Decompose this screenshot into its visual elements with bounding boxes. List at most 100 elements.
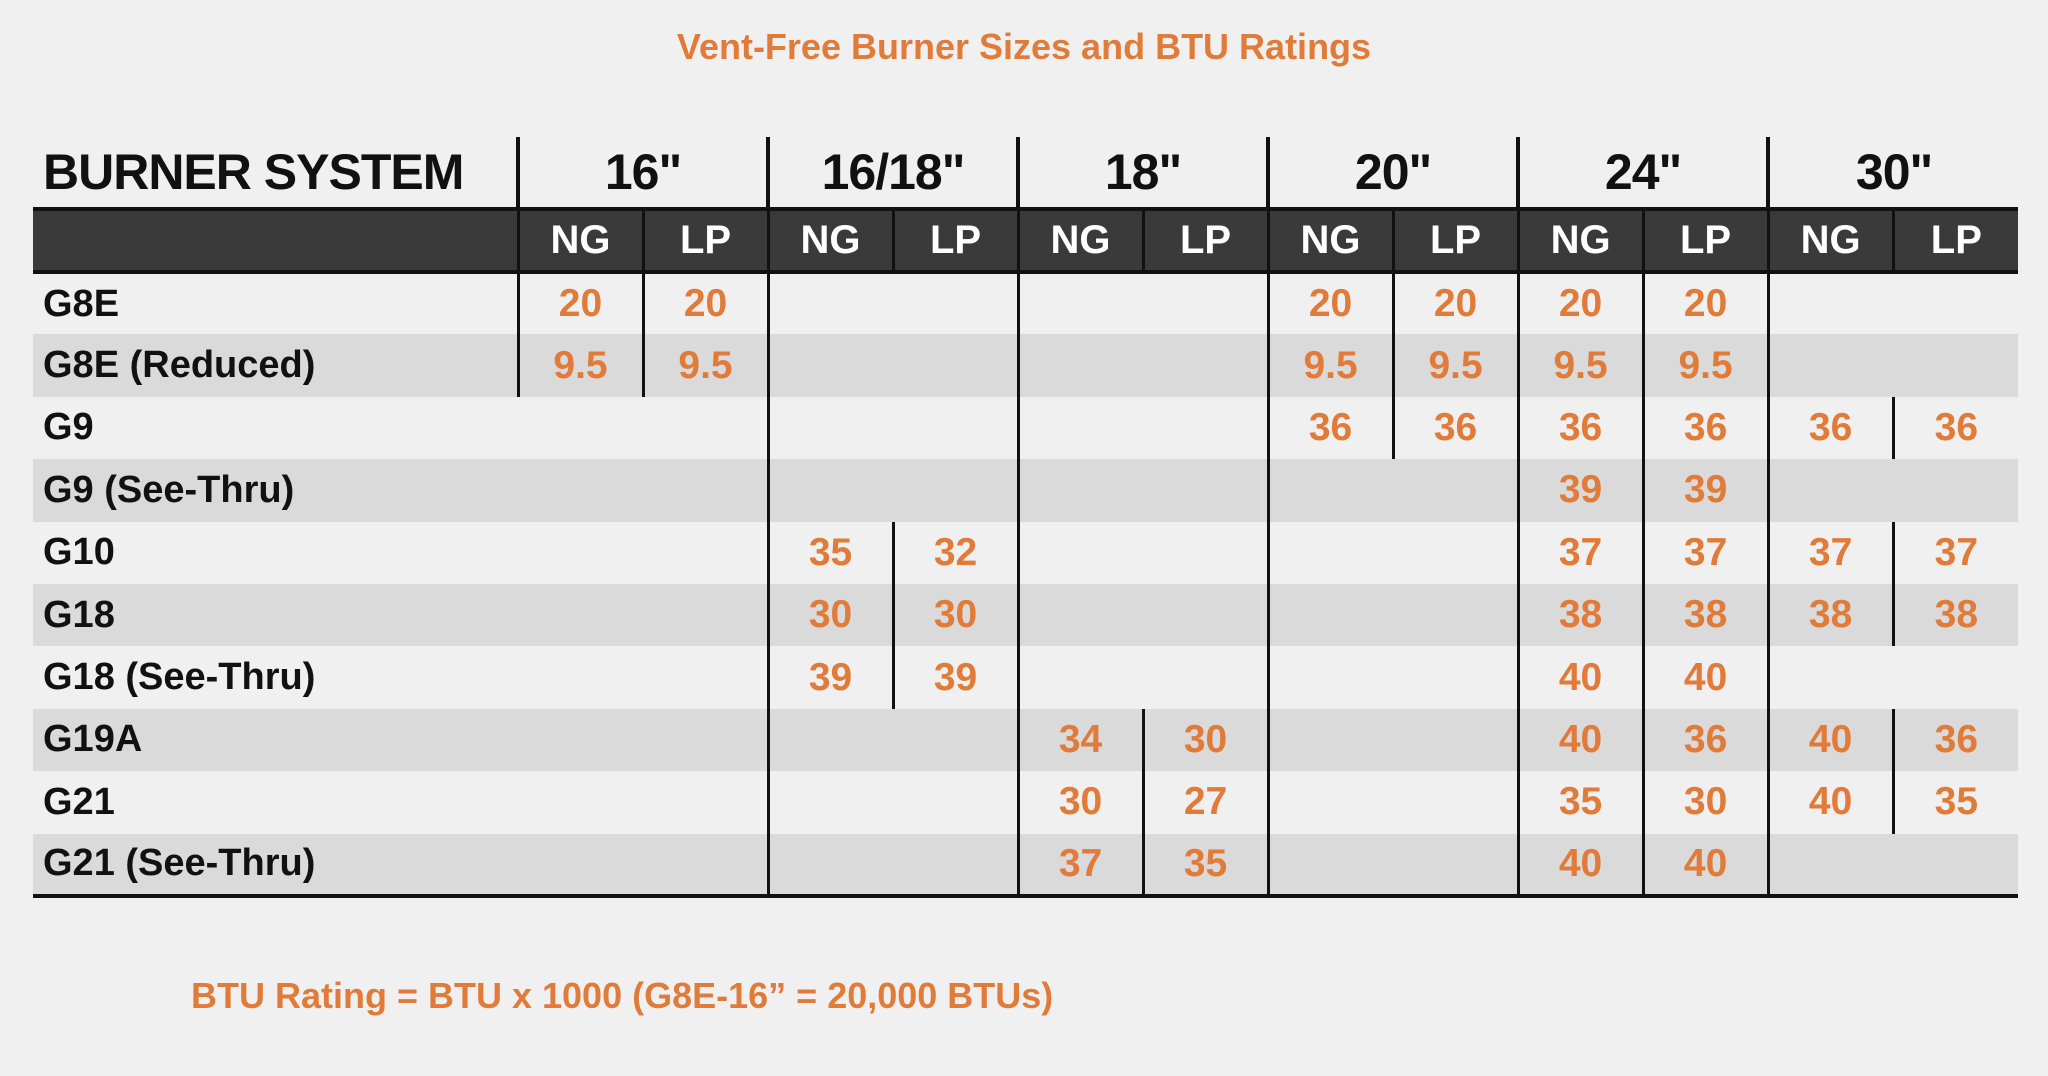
btu-cell: 40 bbox=[1641, 833, 1769, 898]
btu-cell bbox=[1143, 522, 1268, 584]
table-row: G8E (Reduced) 9.5 9.5 9.5 9.5 9.5 9.5 bbox=[33, 334, 2019, 397]
btu-cell bbox=[893, 771, 1018, 833]
btu-cell: 35 bbox=[766, 521, 894, 584]
btu-cell: 20 bbox=[516, 272, 643, 335]
btu-cell bbox=[1766, 833, 1894, 898]
btu-cell bbox=[518, 522, 643, 584]
btu-cell: 20 bbox=[641, 272, 769, 335]
btu-cell bbox=[1143, 583, 1269, 647]
btu-cell bbox=[1266, 521, 1394, 584]
btu-cell bbox=[643, 646, 768, 708]
btu-cell bbox=[893, 833, 1019, 898]
btu-cell: 35 bbox=[1516, 771, 1644, 834]
btu-cell bbox=[766, 396, 894, 460]
group-header: 18" bbox=[1016, 137, 1269, 209]
fuel-subheader-ng: NG bbox=[516, 207, 643, 274]
btu-cell: 40 bbox=[1641, 646, 1769, 709]
burner-name: G10 bbox=[43, 531, 115, 574]
burner-name: G8E bbox=[43, 282, 120, 325]
btu-cell bbox=[766, 833, 894, 898]
btu-cell bbox=[643, 522, 768, 584]
btu-cell: 9.5 bbox=[641, 334, 769, 397]
btu-cell bbox=[766, 334, 894, 397]
btu-cell bbox=[1016, 459, 1144, 522]
btu-cell bbox=[518, 646, 643, 708]
corner-header: BURNER SYSTEM bbox=[43, 144, 464, 200]
btu-cell bbox=[518, 833, 643, 898]
btu-cell bbox=[1893, 334, 2019, 397]
btu-cell: 40 bbox=[1516, 833, 1644, 898]
group-header: 20" bbox=[1266, 137, 1519, 209]
table-row: G9 (See-Thru) 39 39 bbox=[33, 459, 2019, 522]
btu-cell bbox=[1393, 459, 1519, 522]
btu-cell: 36 bbox=[1766, 396, 1894, 460]
btu-cell bbox=[766, 708, 894, 772]
page-title: Vent-Free Burner Sizes and BTU Ratings bbox=[676, 26, 1372, 67]
btu-cell bbox=[766, 272, 894, 335]
table-row: G18 (See-Thru) 39 39 40 40 bbox=[33, 646, 2018, 709]
burner-name: G18 bbox=[33, 583, 518, 647]
btu-cell bbox=[1893, 459, 2019, 522]
fuel-subheader-ng: NG bbox=[1016, 207, 1144, 274]
fuel-subheader-lp: LP bbox=[641, 207, 769, 274]
btu-cell bbox=[1143, 646, 1268, 708]
btu-cell bbox=[766, 459, 894, 522]
btu-cell bbox=[1766, 646, 1894, 709]
btu-cell: 36 bbox=[1891, 396, 2019, 460]
burner-btu-table: BURNER SYSTEM 16" 16/18" 18" 20" 24" 30" NG LP… bbox=[33, 137, 2019, 898]
btu-cell bbox=[518, 459, 643, 522]
btu-cell bbox=[1266, 833, 1394, 898]
fuel-subheader-ng: NG bbox=[766, 207, 894, 274]
btu-cell: 30 bbox=[1016, 771, 1144, 834]
fuel-subheader-lp: LP bbox=[891, 207, 1019, 274]
btu-cell bbox=[1266, 459, 1394, 522]
btu-cell: 20 bbox=[1641, 272, 1769, 335]
btu-cell bbox=[1393, 583, 1519, 647]
fuel-subheader-ng: NG bbox=[1266, 207, 1394, 274]
btu-cell: 9.5 bbox=[516, 334, 643, 397]
burner-name: G18 (See-Thru) bbox=[43, 656, 316, 699]
btu-cell bbox=[1393, 646, 1518, 708]
btu-cell bbox=[1143, 334, 1269, 397]
btu-cell bbox=[518, 397, 643, 459]
btu-cell bbox=[1266, 771, 1394, 834]
group-header: 24" bbox=[1516, 137, 1769, 209]
footnote: BTU Rating = BTU x 1000 (G8E-16” = 20,00… bbox=[191, 975, 1054, 1016]
btu-cell bbox=[766, 771, 894, 834]
btu-cell bbox=[1893, 833, 2019, 898]
btu-cell bbox=[1143, 397, 1268, 459]
btu-cell: 38 bbox=[1516, 583, 1644, 647]
btu-cell: 39 bbox=[1641, 459, 1769, 522]
btu-cell bbox=[893, 334, 1019, 397]
btu-cell: 35 bbox=[1141, 833, 1269, 898]
fuel-subheader-lp: LP bbox=[1891, 207, 2019, 274]
btu-cell bbox=[1016, 521, 1144, 584]
btu-cell bbox=[893, 708, 1019, 772]
btu-cell: 30 bbox=[1141, 708, 1269, 772]
btu-cell bbox=[1393, 522, 1518, 584]
btu-cell: 34 bbox=[1016, 708, 1144, 772]
btu-cell: 37 bbox=[1516, 521, 1644, 584]
btu-cell bbox=[1016, 583, 1144, 647]
table-row: G10 35 32 37 37 37 37 bbox=[33, 521, 2019, 584]
btu-cell bbox=[643, 771, 768, 833]
btu-cell: 20 bbox=[1391, 272, 1519, 335]
btu-cell: 36 bbox=[1641, 708, 1769, 772]
btu-cell: 36 bbox=[1266, 396, 1394, 460]
btu-cell: 9.5 bbox=[1641, 334, 1769, 397]
btu-cell bbox=[1016, 272, 1144, 335]
btu-cell: 37 bbox=[1641, 521, 1769, 584]
btu-cell: 38 bbox=[1891, 583, 2019, 647]
btu-cell: 38 bbox=[1641, 583, 1769, 647]
btu-cell bbox=[1766, 334, 1894, 397]
group-header: 16/18" bbox=[766, 137, 1019, 209]
table-row: G19A 34 30 40 36 40 36 bbox=[33, 708, 2019, 772]
btu-cell: 37 bbox=[1016, 833, 1144, 898]
btu-cell: 27 bbox=[1141, 771, 1269, 834]
btu-cell: 30 bbox=[1641, 771, 1769, 834]
btu-cell: 40 bbox=[1766, 771, 1894, 834]
fuel-subheader-ng: NG bbox=[1516, 207, 1644, 274]
fuel-subheader-lp: LP bbox=[1641, 207, 1769, 274]
btu-cell bbox=[518, 708, 643, 772]
btu-cell: 36 bbox=[1516, 396, 1644, 460]
